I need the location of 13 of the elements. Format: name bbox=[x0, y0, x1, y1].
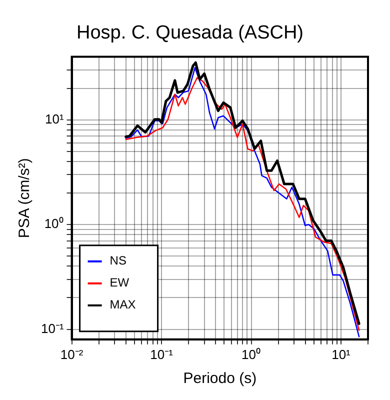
y-tick-label: 10¹ bbox=[44, 111, 64, 126]
y-tick-label: 10⁻¹ bbox=[40, 320, 64, 336]
x-tick-label: 10⁰ bbox=[242, 346, 261, 362]
legend-label: MAX bbox=[110, 298, 136, 312]
chart-title: Hosp. C. Quesada (ASCH) bbox=[76, 22, 304, 44]
y-tick-label: 10⁰ bbox=[44, 216, 64, 232]
legend-label: NS bbox=[110, 254, 126, 268]
y-axis-title: PSA (cm/s²) bbox=[16, 158, 34, 238]
x-tick-label: 10⁻² bbox=[60, 346, 84, 362]
x-tick-label: 10¹ bbox=[332, 346, 352, 362]
x-tick-label: 10⁻¹ bbox=[150, 346, 174, 362]
legend-label: EW bbox=[110, 276, 130, 290]
x-axis-title: Periodo (s) bbox=[183, 370, 257, 388]
